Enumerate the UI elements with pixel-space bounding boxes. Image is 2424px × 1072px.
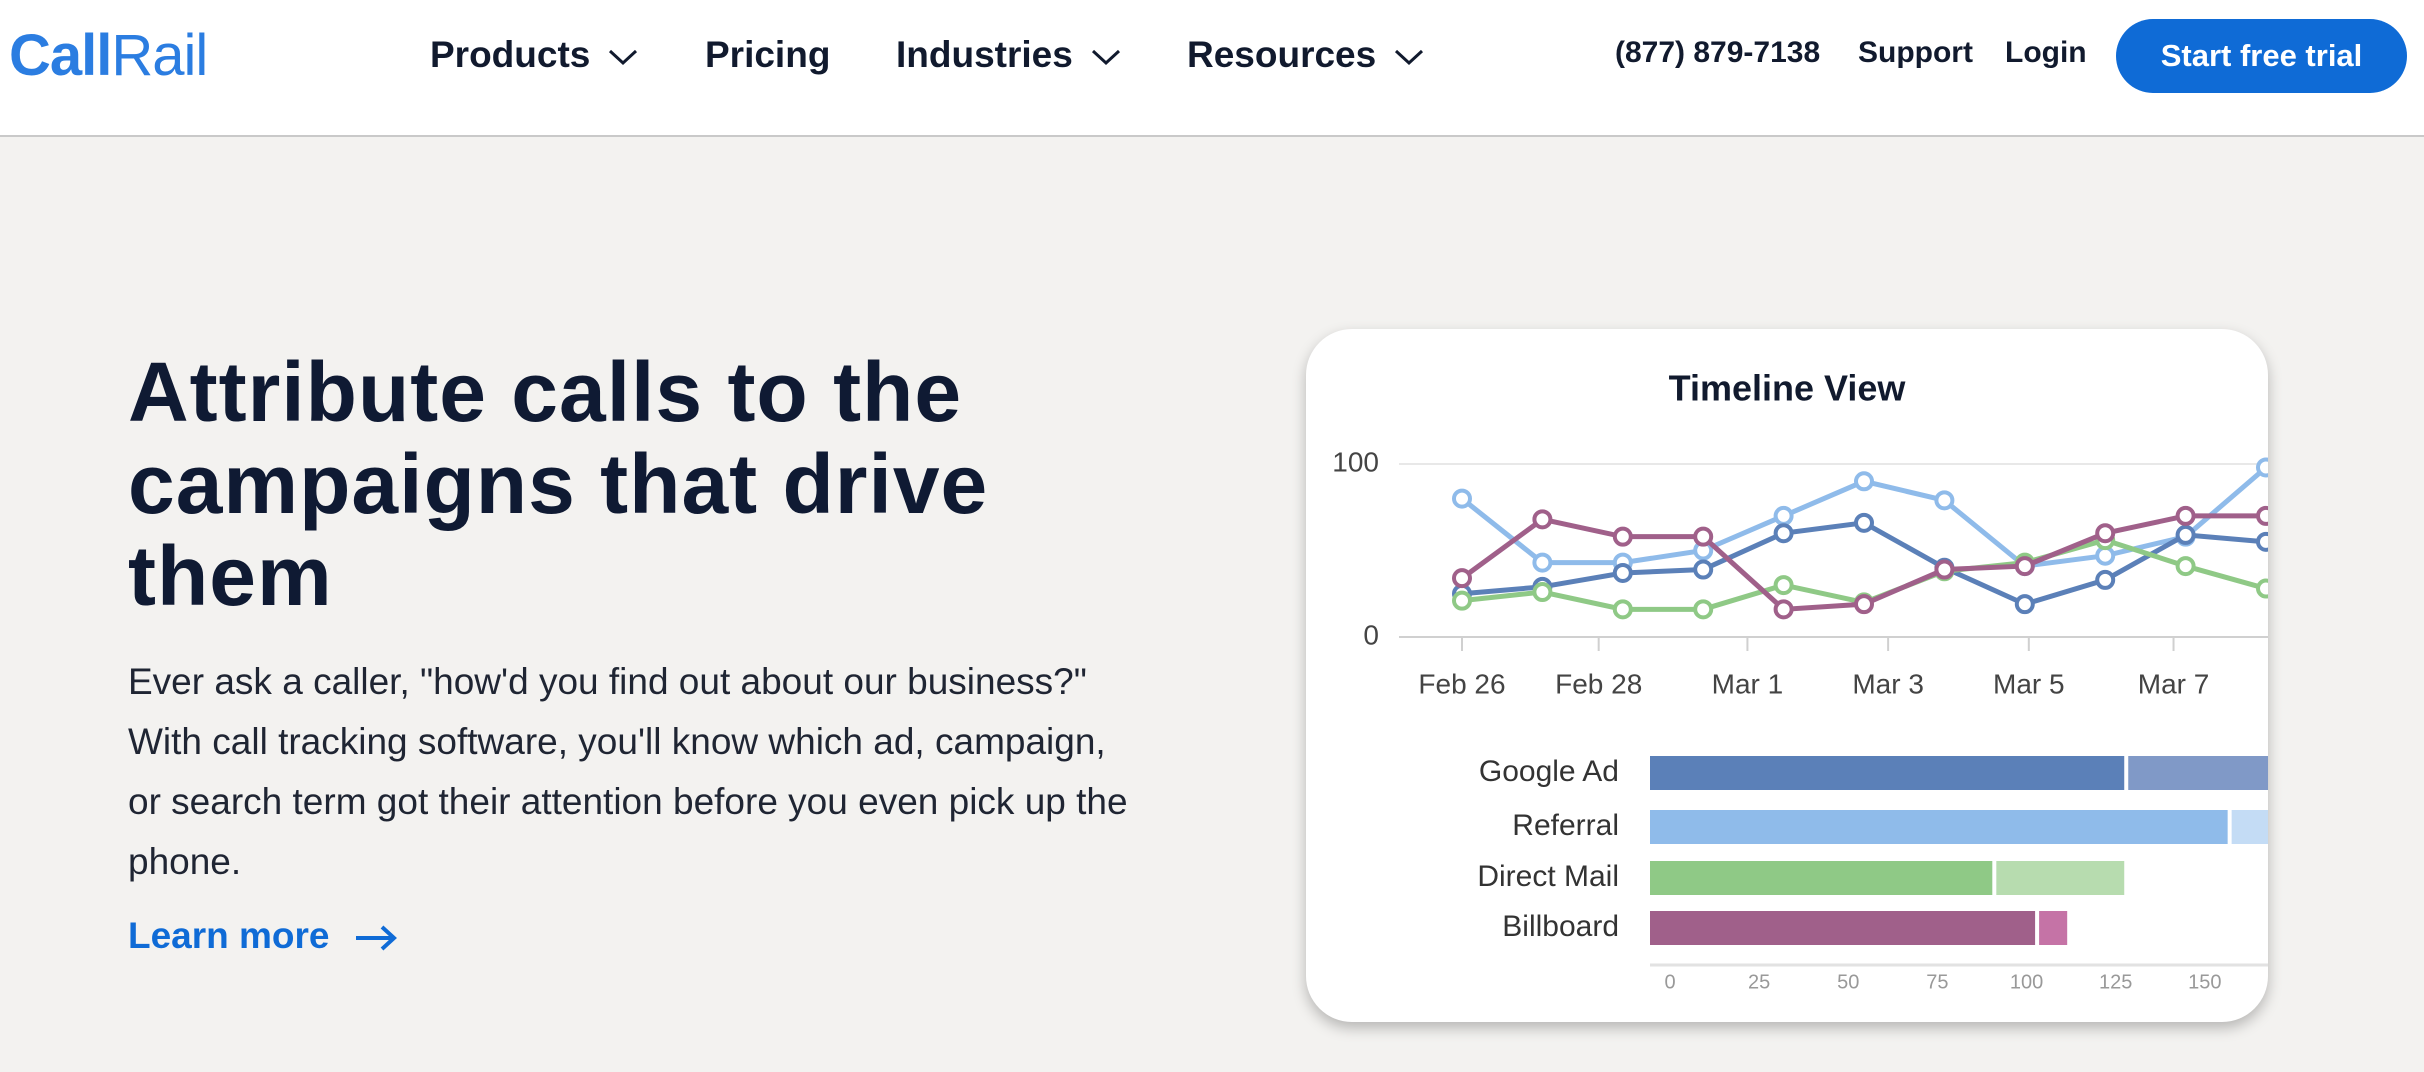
- bar-segment: [1996, 861, 2125, 895]
- learn-more-link[interactable]: Learn more: [128, 915, 398, 957]
- point: [1934, 490, 1955, 511]
- x-tick-label: 75: [1926, 971, 1948, 993]
- point: [1693, 526, 1714, 547]
- chart: Timeline View 0 100 Feb 26 Feb 28 Mar 1 Mar 3 M…: [1332, 368, 2268, 993]
- x-tick-label: Feb 28: [1555, 668, 1642, 699]
- x-tick-label: 100: [2010, 971, 2043, 993]
- bar-segment: [1650, 911, 2036, 945]
- login-link[interactable]: Login: [2005, 36, 2087, 69]
- category-label: Direct Mail: [1477, 860, 1619, 893]
- nav-link-text: Resources: [1187, 34, 1377, 75]
- point: [2256, 505, 2268, 526]
- point: [2095, 523, 2116, 544]
- point: [1934, 559, 1955, 580]
- x-tick-label: Mar 1: [1712, 668, 1784, 699]
- category-label: Google Ad: [1479, 755, 1619, 788]
- point: [1773, 575, 1794, 596]
- point: [2256, 531, 2268, 552]
- nav-link-text: Pricing: [705, 34, 831, 75]
- x-tick-label: Feb 26: [1418, 668, 1505, 699]
- point: [1532, 582, 1553, 603]
- x-tick-label: 150: [2188, 971, 2221, 993]
- nav-link[interactable]: Pricing: [705, 34, 830, 76]
- point: [1532, 552, 1553, 573]
- bar-segment: [1650, 756, 2125, 790]
- point: [1693, 599, 1714, 620]
- point: [2175, 556, 2196, 577]
- chevron-icon: [1091, 50, 1120, 66]
- point: [1452, 488, 1472, 509]
- chart-card: Timeline View 0 100 Feb 26 Feb 28 Mar 1 Mar 3 M…: [1306, 329, 2268, 1022]
- bar-segment: [1650, 810, 2228, 844]
- chevron-icon: [1395, 50, 1424, 66]
- point: [2095, 569, 2116, 590]
- point: [1854, 594, 1874, 615]
- category-label: Billboard: [1502, 910, 1619, 943]
- bar-segment: [2231, 810, 2268, 844]
- chevron-icon: [609, 50, 638, 66]
- nav-link[interactable]: Products: [430, 34, 638, 76]
- chart-title: Timeline View: [1669, 368, 1907, 409]
- point: [1452, 590, 1472, 611]
- logo-call: Call: [9, 23, 112, 88]
- x-tick-label: 50: [1837, 971, 1859, 993]
- arrow-icon: [355, 925, 397, 951]
- point: [2014, 556, 2035, 577]
- x-tick-label: Mar 7: [2138, 668, 2210, 699]
- nav-link[interactable]: Industries: [896, 34, 1121, 76]
- learn-more-text: Learn more: [128, 915, 330, 956]
- start-trial-button[interactable]: Start free trial: [2116, 19, 2407, 93]
- x-tick-label: 25: [1748, 971, 1770, 993]
- point: [2175, 524, 2196, 545]
- point: [1773, 523, 1794, 544]
- logo[interactable]: CallRail: [9, 22, 208, 89]
- y-tick-label: 0: [1363, 619, 1379, 650]
- x-tick-label: 125: [2099, 971, 2132, 993]
- point: [1612, 599, 1633, 620]
- x-tick-label: Mar 5: [1993, 668, 2065, 699]
- bar-segment: [1650, 861, 1993, 895]
- nav-link[interactable]: Resources: [1187, 34, 1424, 76]
- navbar: CallRail Products Pricing Industries Resour…: [0, 0, 2424, 137]
- point: [1854, 471, 1874, 492]
- bar-segment: [2039, 911, 2068, 945]
- point: [1693, 559, 1714, 580]
- hero-body: Ever ask a caller, "how'd you find out a…: [128, 661, 1128, 882]
- hero-heading: Attribute calls to the campaigns that dr…: [128, 345, 989, 623]
- point: [1773, 599, 1794, 620]
- category-label: Referral: [1512, 809, 1619, 842]
- support-link[interactable]: Support: [1858, 36, 1973, 69]
- point: [1612, 526, 1633, 547]
- phone[interactable]: (877) 879-7138: [1615, 36, 1821, 69]
- bar-segment: [2128, 756, 2268, 790]
- point: [1773, 505, 1794, 526]
- y-tick-label: 100: [1332, 446, 1379, 477]
- x-tick-label: 0: [1664, 971, 1675, 993]
- x-tick-label: Mar 3: [1852, 668, 1924, 699]
- point: [2014, 594, 2035, 615]
- point: [2256, 578, 2268, 599]
- point: [1612, 562, 1633, 583]
- point: [2256, 457, 2268, 478]
- nav-link-text: Products: [430, 34, 591, 75]
- point: [1854, 512, 1874, 533]
- point: [1532, 509, 1553, 530]
- nav-link-text: Industries: [896, 34, 1073, 75]
- point: [2175, 505, 2196, 526]
- point: [1452, 568, 1472, 589]
- logo-rail: Rail: [111, 23, 208, 88]
